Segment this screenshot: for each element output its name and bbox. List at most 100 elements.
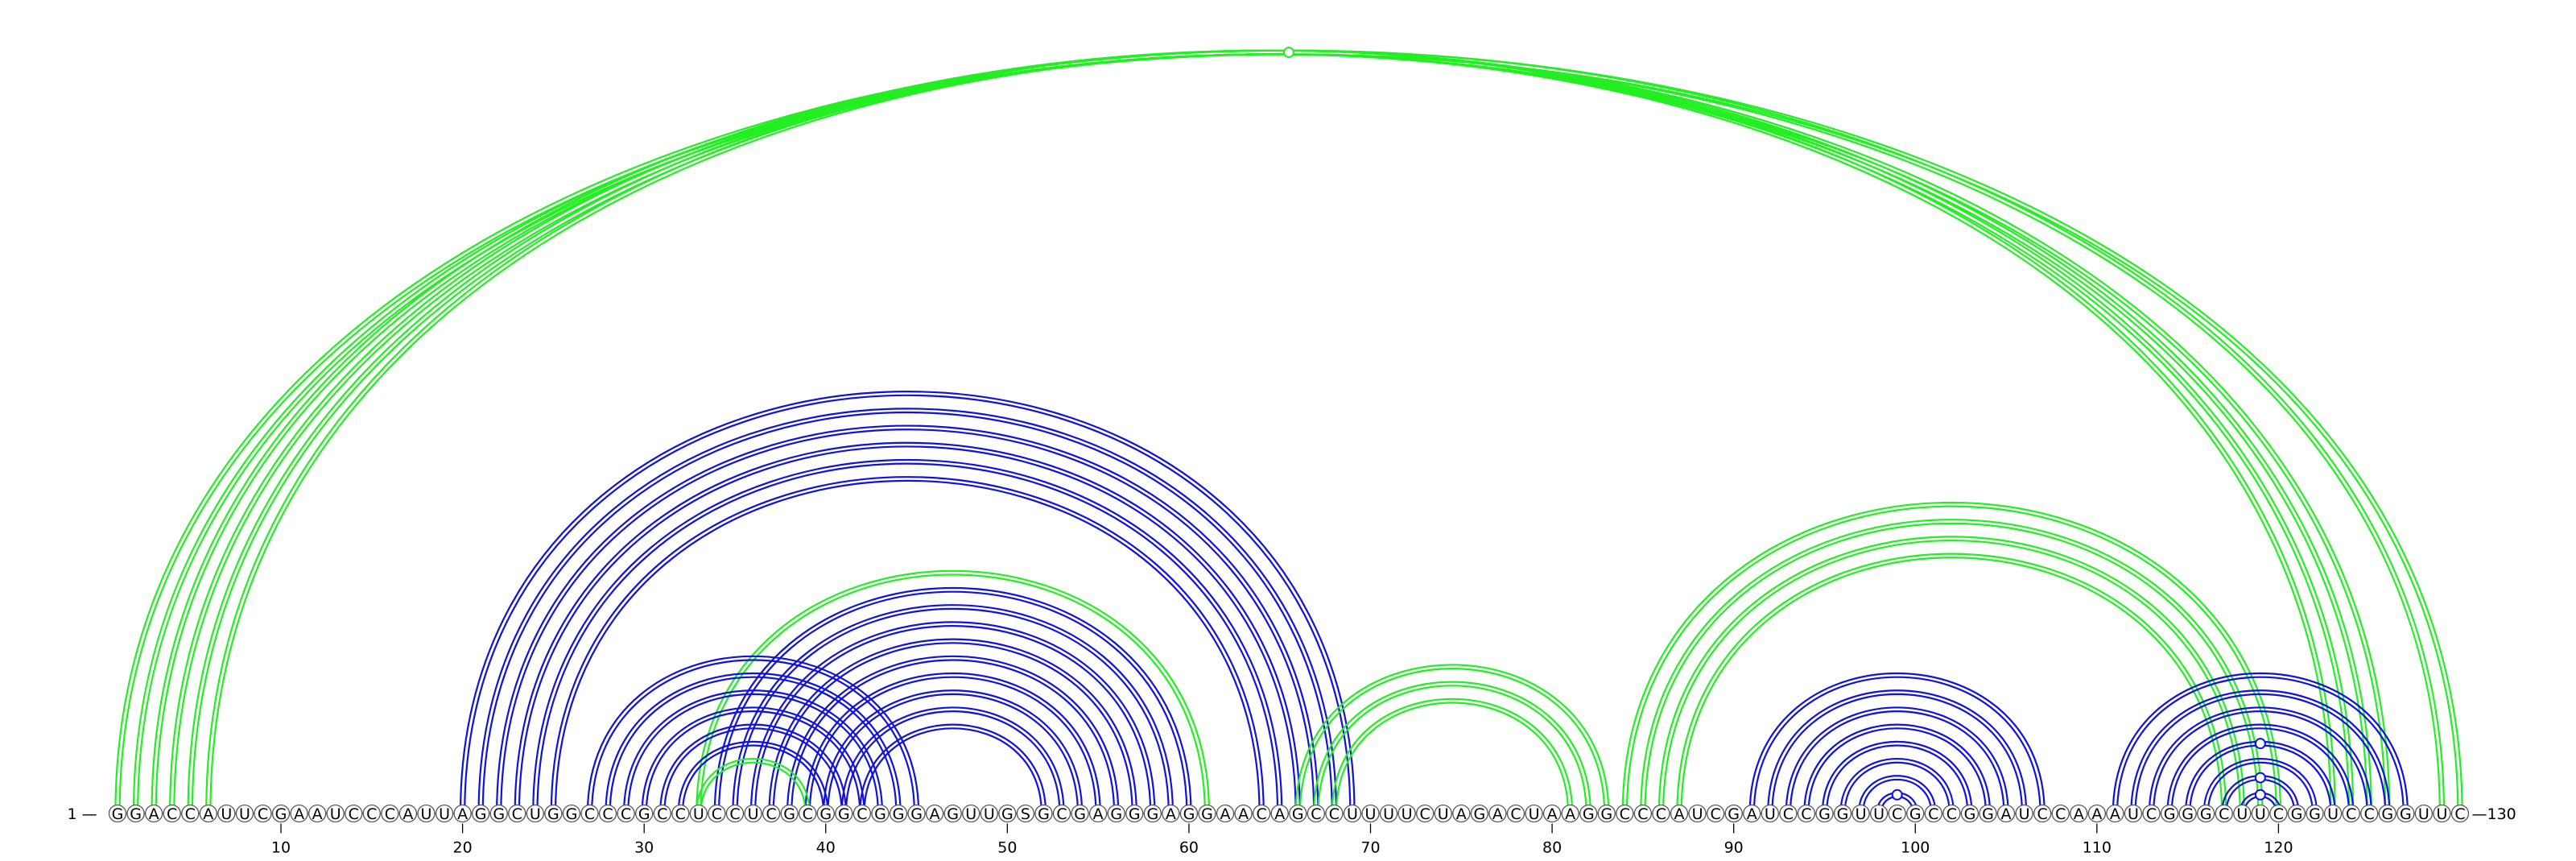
apex-marker (1283, 47, 1294, 58)
tick-label: 30 (634, 839, 654, 857)
nucleotide: G (2378, 804, 2396, 823)
nucleotide-letter: G (1837, 805, 1849, 823)
nucleotide-letter: C (2055, 805, 2066, 823)
nucleotide-letter: C (1656, 805, 1666, 823)
nucleotide: A (1996, 804, 2016, 823)
nucleotide: U (1525, 804, 1543, 823)
nucleotide: G (271, 804, 291, 823)
nucleotide: G (1143, 804, 1162, 823)
nucleotide-letter: C (1710, 805, 1720, 823)
nucleotide: G (1071, 804, 1089, 823)
nucleotide-letter: G (1583, 805, 1595, 823)
base-pair-arc (187, 49, 2355, 814)
base-pair-arc (641, 706, 865, 814)
nucleotide-letter: C (766, 805, 776, 823)
nucleotide-letter: G (547, 805, 559, 823)
nucleotide-letter: C (1420, 805, 1430, 823)
base-pair-arc (696, 757, 811, 814)
nucleotide-letter: C (385, 805, 395, 823)
nucleotide: G (1198, 804, 1216, 823)
nucleotide: U (2251, 804, 2270, 823)
base-pair-arc (1657, 536, 2245, 814)
nucleotide: A (453, 804, 472, 823)
base-pair-arc (622, 689, 884, 814)
nucleotide-letter: G (2291, 805, 2303, 823)
nucleotide: C (1942, 804, 1961, 823)
base-pair-arc (791, 659, 1116, 814)
nucleotide: A (1488, 804, 1507, 823)
base-pair-arc (2207, 761, 2314, 814)
nucleotide: C (1797, 804, 1816, 823)
base-pair-arc (496, 424, 1319, 814)
base-pair-arc (173, 53, 2368, 814)
base-pair-arc (609, 676, 898, 814)
nucleotide: C (598, 804, 617, 823)
nucleotide: A (1670, 804, 1689, 823)
nucleotide: C (1253, 804, 1271, 823)
nucleotide-letter: A (1492, 805, 1503, 823)
nucleotide: U (1434, 804, 1452, 823)
nucleotide-letter: U (2436, 805, 2447, 823)
tick-layer: 10 20 30 40 50 60 70 80 90 100 110 120 (271, 823, 2293, 857)
nucleotide-letter: C (2146, 805, 2157, 823)
nucleotide: C (762, 804, 781, 823)
tick-label: 120 (2264, 839, 2293, 857)
base-pair-arc (713, 587, 1192, 814)
nucleotide-letter: U (2418, 805, 2429, 823)
nucleotide-letter: G (1110, 805, 1122, 823)
nucleotide: C (345, 804, 363, 823)
nucleotide-letter: G (493, 805, 505, 823)
nucleotide: C (2450, 804, 2470, 823)
nucleotide-letter: C (1620, 805, 1630, 823)
base-pair-arc (808, 676, 1097, 814)
nucleotide: G (1979, 804, 1997, 823)
nucleotide: A (1542, 804, 1562, 823)
nucleotide: A (1088, 804, 1108, 823)
nucleotide: A (1743, 804, 1761, 823)
nucleotide: G (1289, 804, 1307, 823)
nucleotide-letter: U (2128, 805, 2139, 823)
nucleotide-letter: A (2074, 805, 2084, 823)
nucleotide-letter: G (2309, 805, 2321, 823)
nucleotide-letter: A (1166, 805, 1176, 823)
nucleotide-letter: C (1946, 805, 1957, 823)
tick-label: 50 (997, 839, 1017, 857)
base-pair-arc (859, 723, 1047, 814)
base-pair-arc (863, 727, 1042, 814)
nucleotide: C (2342, 804, 2360, 823)
nucleotide-letter: A (203, 805, 213, 823)
base-pair-arc (481, 412, 1333, 814)
base-pair-arc (677, 740, 829, 814)
nucleotide-letter: U (693, 805, 704, 823)
nucleotide-letter: C (1928, 805, 1938, 823)
base-pair-arc (1839, 757, 1955, 814)
nucleotide-letter: A (1547, 805, 1558, 823)
tick-label: 40 (816, 839, 836, 857)
nucleotide-letter: G (1074, 805, 1086, 823)
base-pair-arc (132, 49, 2446, 814)
nucleotide: U (217, 804, 236, 823)
nucleotide-letter: A (2091, 805, 2102, 823)
nucleotide-letter: A (402, 805, 413, 823)
nucleotide-letter: G (1909, 805, 1922, 823)
base-pair-arc (823, 689, 1084, 814)
base-pair-arc (1621, 502, 2282, 814)
nucleotide-letter: G (112, 805, 124, 823)
marker-layer (1283, 47, 2266, 801)
nucleotide-letter: C (1783, 805, 1794, 823)
nucleotide-letter: G (566, 805, 578, 823)
nucleotide-letter: A (1747, 805, 1757, 823)
nucleotide: A (1561, 804, 1579, 823)
base-pair-arc (464, 394, 1352, 814)
base-pair-arc (696, 569, 1211, 814)
base-pair-arc (2134, 693, 2387, 814)
base-pair-arc (2148, 706, 2372, 814)
nucleotide-letter: C (621, 805, 631, 823)
base-pair-arc (1294, 664, 1610, 814)
base-pair-arc (2202, 757, 2318, 814)
nucleotide: A (398, 804, 418, 823)
nucleotide: U (1397, 804, 1416, 823)
nucleotide: G (1179, 804, 1199, 823)
nucleotide: C (2033, 804, 2052, 823)
tick-label: 60 (1179, 839, 1199, 857)
